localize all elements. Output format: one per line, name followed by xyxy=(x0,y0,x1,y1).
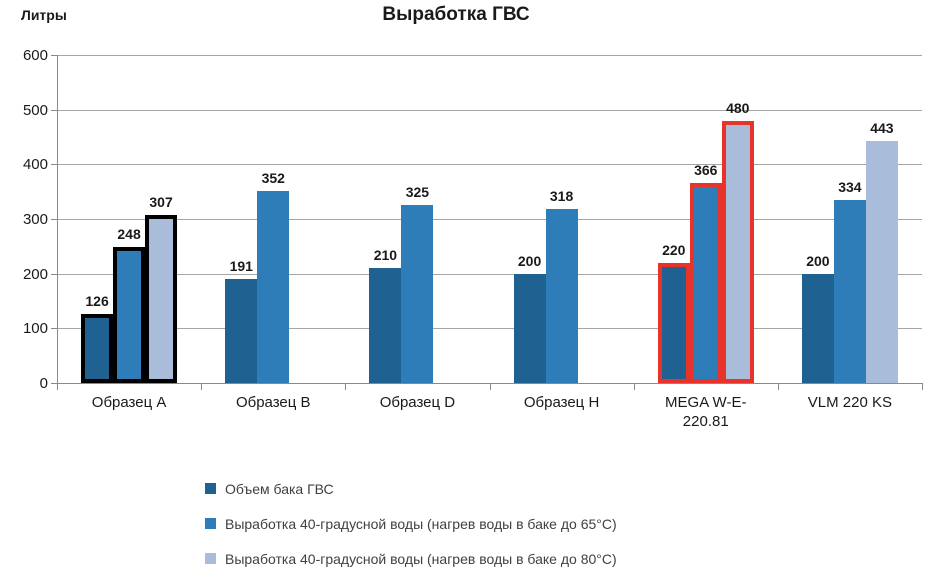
y-axis-tick-500 xyxy=(51,109,57,111)
bar-value-label-Образец A-series3: 307 xyxy=(149,194,173,211)
y-axis-tick-0 xyxy=(51,383,57,384)
legend: Объем бака ГВС Выработка 40-градусной во… xyxy=(205,479,617,584)
bar-value-label-Образец D-series1: 210 xyxy=(373,247,398,264)
legend-item-tank-volume: Объем бака ГВС xyxy=(205,479,617,498)
bar-Образец H-series2 xyxy=(545,209,578,383)
legend-label-series1: Объем бака ГВС xyxy=(225,480,334,497)
bar-value-label-Образец B-series1: 191 xyxy=(229,257,253,274)
bar-value-label-Образец H-series2: 318 xyxy=(549,188,574,205)
bar-value-label-MEGA W-E-220.81-series3: 480 xyxy=(726,99,750,116)
y-axis-tick-label-400: 400 xyxy=(22,156,48,174)
y-axis-tick-200 xyxy=(51,273,57,275)
legend-item-water-65c: Выработка 40-градусной воды (нагрев воды… xyxy=(205,514,617,533)
bar-Образец A-series2 xyxy=(113,247,146,383)
bar-Образец B-series2 xyxy=(257,190,290,383)
bar-value-label-MEGA W-E-220.81-series1: 220 xyxy=(662,241,686,258)
gridline-600 xyxy=(57,55,922,56)
gridline-500 xyxy=(57,109,922,111)
legend-label-series3: Выработка 40-градусной воды (нагрев воды… xyxy=(225,550,617,567)
x-axis-category-label-1: Образец A xyxy=(91,394,167,411)
gridline-200 xyxy=(57,273,922,275)
bar-Образец B-series1 xyxy=(225,278,258,383)
gridline-300 xyxy=(57,219,922,220)
bar-VLM 220 KS-series1 xyxy=(801,273,834,383)
bar-Образец D-series2 xyxy=(401,205,434,383)
x-axis-tick-5 xyxy=(777,383,779,390)
x-axis-tick-3 xyxy=(489,383,491,390)
y-axis-tick-400 xyxy=(51,164,57,166)
chart-title: Выработка ГВС xyxy=(382,4,530,25)
y-axis-tick-label-100: 100 xyxy=(22,320,48,338)
y-axis-tick-label-300: 300 xyxy=(22,211,48,228)
y-axis-line xyxy=(57,55,58,389)
legend-label-series2: Выработка 40-градусной воды (нагрев воды… xyxy=(225,515,617,532)
gridline-100 xyxy=(57,328,922,330)
bar-value-label-VLM 220 KS-series2: 334 xyxy=(838,179,862,196)
x-axis-tick-6 xyxy=(922,383,923,390)
legend-swatch-series2 xyxy=(205,518,216,529)
bar-Образец H-series1 xyxy=(513,273,546,383)
legend-swatch-series3 xyxy=(205,553,216,564)
legend-item-water-80c: Выработка 40-градусной воды (нагрев воды… xyxy=(205,549,617,568)
x-axis-category-label-5: MEGA W-E-220.81 xyxy=(665,394,747,430)
y-axis-tick-100 xyxy=(51,328,57,330)
bar-VLM 220 KS-series3 xyxy=(865,140,898,383)
bar-Образец D-series1 xyxy=(369,268,402,383)
bar-MEGA W-E-220.81-series1 xyxy=(657,262,690,383)
bar-value-label-VLM 220 KS-series3: 443 xyxy=(870,119,894,136)
y-axis-tick-label-0: 0 xyxy=(39,375,48,392)
x-axis-category-label-6: VLM 220 KS xyxy=(807,394,893,411)
x-axis-category-label-2: Образец B xyxy=(235,394,311,411)
y-axis-unit-label: Литры xyxy=(21,7,67,23)
bar-value-label-Образец H-series1: 200 xyxy=(517,252,542,269)
x-axis-tick-4 xyxy=(633,383,635,390)
x-axis-tick-1 xyxy=(201,383,203,390)
bar-value-label-MEGA W-E-220.81-series2: 366 xyxy=(694,161,718,178)
x-axis-tick-0 xyxy=(57,383,58,390)
y-axis-tick-600 xyxy=(51,55,57,56)
bar-Образец A-series1 xyxy=(81,314,114,383)
bar-value-label-Образец D-series2: 325 xyxy=(405,184,430,201)
y-axis-tick-label-600: 600 xyxy=(22,47,48,64)
bar-VLM 220 KS-series2 xyxy=(833,200,866,383)
bar-Образец A-series3 xyxy=(145,215,178,383)
bar-MEGA W-E-220.81-series2 xyxy=(689,182,722,383)
y-axis-tick-300 xyxy=(51,219,57,220)
bar-value-label-Образец A-series1: 126 xyxy=(85,293,109,310)
y-axis-tick-label-200: 200 xyxy=(22,265,48,283)
legend-swatch-series1 xyxy=(205,483,216,494)
bar-value-label-Образец A-series2: 248 xyxy=(117,226,141,243)
bar-MEGA W-E-220.81-series3 xyxy=(721,120,754,383)
gridline-400 xyxy=(57,164,922,166)
x-axis-category-label-3: Образец D xyxy=(379,394,456,411)
x-axis-tick-2 xyxy=(345,383,347,390)
y-axis-tick-label-500: 500 xyxy=(22,101,48,119)
bar-value-label-Образец B-series2: 352 xyxy=(261,169,285,186)
x-axis-category-label-4: Образец H xyxy=(523,394,600,411)
bar-value-label-VLM 220 KS-series1: 200 xyxy=(806,252,830,269)
